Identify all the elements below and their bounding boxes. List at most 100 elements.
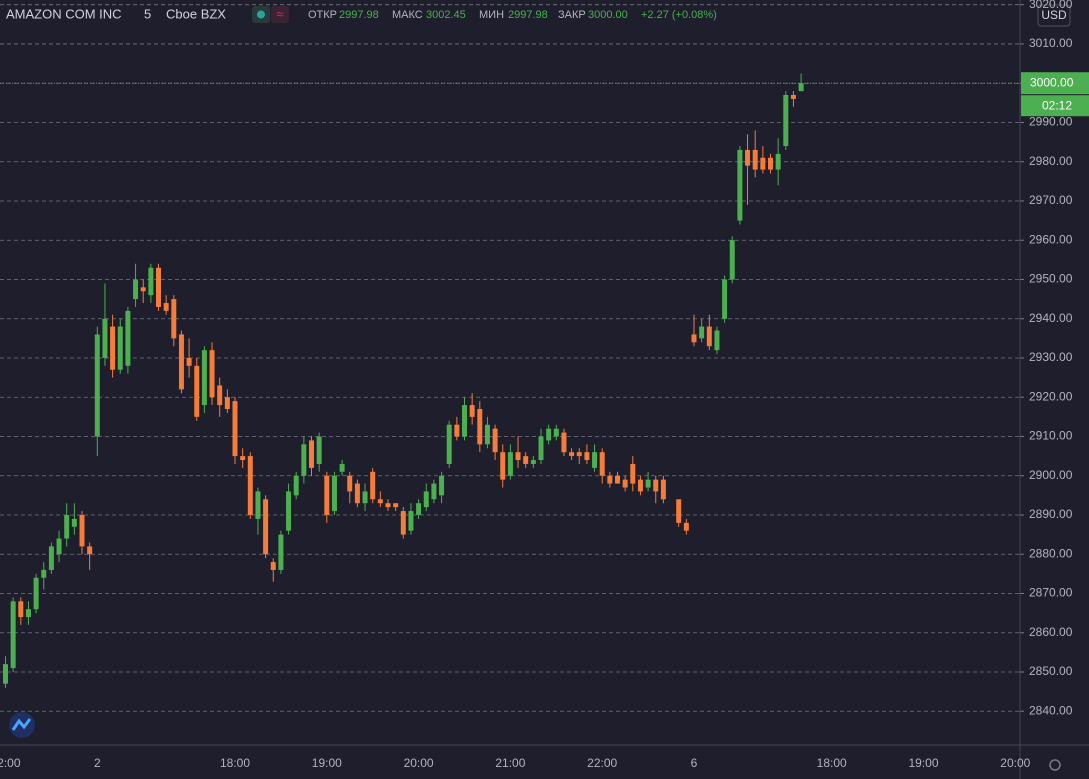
candle-body bbox=[691, 334, 697, 343]
candle-body bbox=[18, 601, 24, 618]
delay-symbol: ≈ bbox=[276, 6, 283, 21]
candle-body bbox=[569, 452, 575, 457]
candle-body bbox=[71, 518, 77, 527]
candle-body bbox=[553, 428, 559, 437]
candle-body bbox=[178, 334, 184, 390]
candle-body bbox=[41, 569, 47, 578]
countdown-box bbox=[1021, 95, 1089, 117]
candle-body bbox=[446, 424, 452, 464]
x-tick-label: 18:00 bbox=[817, 756, 847, 770]
currency-box[interactable] bbox=[1037, 4, 1071, 27]
candle-body bbox=[653, 479, 659, 492]
y-tick-label: 2910.00 bbox=[1029, 429, 1073, 443]
close-value: 3000.00 bbox=[588, 9, 628, 21]
candle-body bbox=[194, 365, 200, 417]
x-tick-label: 2 bbox=[94, 756, 101, 770]
candle-body bbox=[339, 463, 345, 472]
close-label: ЗАКР bbox=[558, 9, 586, 21]
y-tick-label: 2940.00 bbox=[1029, 311, 1073, 325]
last-price-box bbox=[1021, 72, 1089, 95]
y-tick-label: 2950.00 bbox=[1029, 272, 1073, 286]
candle-body bbox=[25, 609, 31, 618]
candle-body bbox=[255, 491, 261, 519]
candle-body bbox=[500, 452, 506, 480]
candle-body bbox=[775, 153, 781, 170]
candle-body bbox=[454, 424, 460, 437]
y-tick-label: 3020.00 bbox=[1029, 0, 1073, 11]
candle-body bbox=[316, 436, 322, 464]
y-tick-label: 2980.00 bbox=[1029, 154, 1073, 168]
candle-body bbox=[362, 491, 368, 504]
candle-body bbox=[10, 601, 16, 669]
logo-mark bbox=[11, 718, 32, 731]
candle-body bbox=[201, 350, 207, 406]
x-tick-label: 22:00 bbox=[587, 756, 617, 770]
candle-body bbox=[408, 511, 414, 531]
low-label: МИН bbox=[479, 9, 504, 21]
y-tick-label: 2890.00 bbox=[1029, 507, 1073, 521]
candle-body bbox=[400, 511, 406, 535]
candle-body bbox=[263, 499, 269, 555]
candle-body bbox=[660, 479, 666, 500]
y-tick-label: 2960.00 bbox=[1029, 232, 1073, 246]
candle-body bbox=[347, 475, 353, 492]
candle-body bbox=[163, 303, 169, 311]
x-tick-label: 20:00 bbox=[404, 756, 434, 770]
y-tick-label: 2930.00 bbox=[1029, 350, 1073, 364]
candle-body bbox=[377, 499, 383, 504]
delay-icon[interactable] bbox=[271, 6, 289, 23]
candle-body bbox=[186, 357, 192, 366]
candle-body bbox=[768, 157, 773, 170]
candle-body bbox=[546, 428, 552, 441]
y-tick-label: 2970.00 bbox=[1029, 193, 1073, 207]
y-tick-label: 2860.00 bbox=[1029, 625, 1073, 639]
candle-body bbox=[94, 334, 100, 437]
candle-body bbox=[492, 428, 498, 453]
x-tick-label: 6 bbox=[691, 756, 698, 770]
exchange: Cboe BZX bbox=[166, 6, 226, 21]
candle-body bbox=[110, 326, 116, 370]
candle-body bbox=[515, 452, 521, 461]
candle-body bbox=[538, 436, 544, 461]
candle-body bbox=[523, 456, 529, 464]
candle-body bbox=[477, 409, 483, 445]
candle-body bbox=[133, 279, 139, 300]
x-tick-label: 20:00 bbox=[1000, 756, 1030, 770]
candle-body bbox=[125, 310, 131, 366]
candle-body bbox=[309, 440, 314, 468]
y-tick-label: 2900.00 bbox=[1029, 468, 1073, 482]
x-tick-label: 19:00 bbox=[908, 756, 938, 770]
candle-body bbox=[33, 577, 39, 610]
open-label: ОТКР bbox=[308, 9, 337, 21]
candle-body bbox=[171, 299, 177, 339]
settings-icon[interactable] bbox=[1049, 759, 1061, 771]
candle-body bbox=[645, 479, 651, 488]
candle-body bbox=[79, 514, 85, 547]
candle-body bbox=[752, 149, 758, 170]
candle-body bbox=[676, 499, 682, 523]
candle-body bbox=[56, 538, 62, 555]
candle-body bbox=[714, 330, 720, 351]
y-tick-label: 2880.00 bbox=[1029, 546, 1073, 560]
candle-body bbox=[423, 491, 429, 508]
y-tick-label: 2840.00 bbox=[1029, 703, 1073, 717]
y-tick-label: 2870.00 bbox=[1029, 586, 1073, 600]
candle-body bbox=[224, 397, 230, 410]
candle-body bbox=[637, 479, 643, 492]
candle-body bbox=[439, 475, 445, 496]
x-tick-label: 19:00 bbox=[312, 756, 342, 770]
open-value: 2997.98 bbox=[339, 9, 379, 21]
candle-body bbox=[148, 267, 154, 296]
candle-body bbox=[209, 350, 215, 398]
currency: USD bbox=[1041, 8, 1067, 22]
candle-body bbox=[737, 149, 743, 221]
candle-body bbox=[530, 460, 536, 464]
candle-body bbox=[615, 475, 620, 484]
candle-body bbox=[270, 562, 276, 570]
candle-body bbox=[760, 157, 766, 170]
candle-body bbox=[324, 475, 330, 515]
candle-body bbox=[293, 475, 299, 496]
candle-body bbox=[630, 463, 636, 484]
high-value: 3002.45 bbox=[426, 9, 466, 21]
